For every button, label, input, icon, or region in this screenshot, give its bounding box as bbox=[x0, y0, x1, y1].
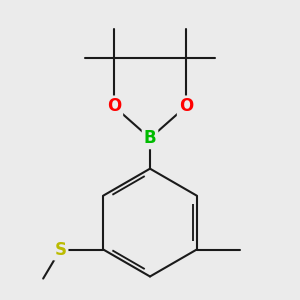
Text: O: O bbox=[179, 98, 193, 116]
Text: O: O bbox=[107, 98, 121, 116]
Text: B: B bbox=[144, 129, 156, 147]
Text: S: S bbox=[55, 241, 67, 259]
